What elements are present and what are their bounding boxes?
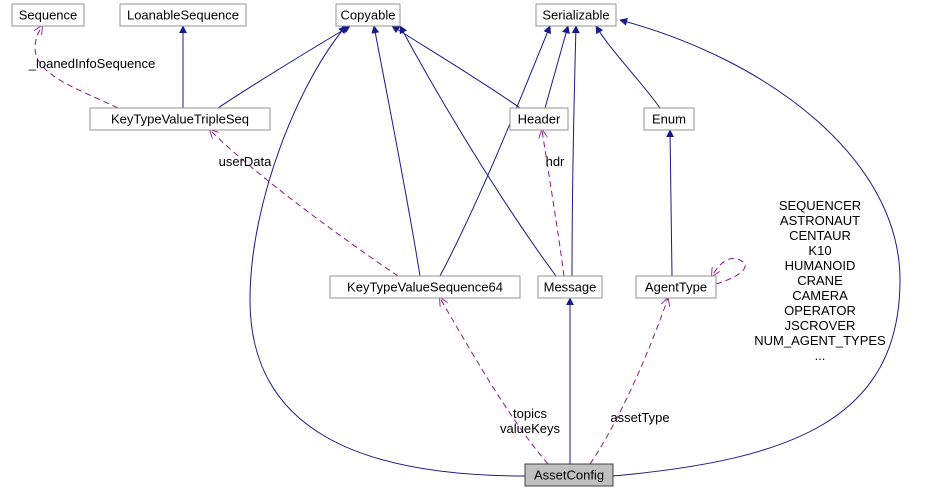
enum-value: ASTRONAUT — [780, 213, 860, 228]
edge-label-asset->ktv64: topics — [513, 406, 547, 421]
enum-value: CENTAUR — [789, 228, 851, 243]
enum-value: CAMERA — [792, 288, 848, 303]
node-Header: Header — [510, 108, 568, 130]
edge-label-msg->header: hdr — [546, 154, 565, 169]
enum-value: OPERATOR — [784, 303, 856, 318]
node-label-Copyable: Copyable — [341, 7, 396, 22]
edge-ktv64->serializable — [440, 26, 550, 276]
node-Enum: Enum — [644, 108, 694, 130]
node-Sequence: Sequence — [12, 4, 84, 26]
edge-asset->ktv64 — [440, 298, 548, 464]
node-label-Enum: Enum — [652, 111, 686, 126]
edge-ktv64->copyable — [374, 26, 420, 276]
enum-value: HUMANOID — [785, 258, 856, 273]
node-AgentType: AgentType — [636, 276, 716, 298]
edge-asset->copyable-long — [250, 26, 525, 476]
node-KeyTypeValueTripleSeq: KeyTypeValueTripleSeq — [90, 108, 270, 130]
node-label-Message: Message — [544, 279, 597, 294]
edge-agent-self — [712, 258, 745, 284]
edge-ktv64->ktv3 — [210, 130, 398, 276]
node-LoanableSequence: LoanableSequence — [120, 4, 246, 26]
enum-value: SEQUENCER — [779, 198, 861, 213]
node-KeyTypeValueSequence64: KeyTypeValueSequence64 — [330, 276, 520, 298]
enum-value: CRANE — [797, 273, 843, 288]
class-diagram: _loanedInfoSequence userData hdr topicsvalu… — [0, 0, 932, 504]
enum-value: K10 — [808, 243, 831, 258]
node-label-KeyTypeValueSequence64: KeyTypeValueSequence64 — [347, 279, 503, 294]
node-Message: Message — [538, 276, 602, 298]
edge-ktv3->copyable — [218, 26, 350, 108]
edge-msg->copyable — [400, 26, 556, 276]
edge-msg->header — [542, 130, 564, 276]
edge-asset->agent — [590, 298, 668, 464]
edge-label-asset->ktv64: valueKeys — [500, 421, 560, 436]
node-label-Sequence: Sequence — [19, 7, 78, 22]
edge-agent->enum — [670, 130, 672, 276]
node-label-Header: Header — [518, 111, 561, 126]
node-label-KeyTypeValueTripleSeq: KeyTypeValueTripleSeq — [111, 111, 249, 126]
node-label-LoanableSequence: LoanableSequence — [127, 7, 239, 22]
edge-enum->serializable — [596, 26, 660, 108]
node-label-AssetConfig: AssetConfig — [534, 467, 604, 482]
enum-value: ... — [815, 348, 826, 363]
edge-msg->serializable — [572, 26, 576, 276]
edge-label-ktv64->ktv3: userData — [219, 154, 273, 169]
edge-label-asset->agent: assetType — [610, 410, 669, 425]
edge-header->copyable — [392, 26, 520, 108]
node-label-AgentType: AgentType — [645, 279, 707, 294]
enum-value: NUM_AGENT_TYPES — [754, 333, 886, 348]
enum-values: SEQUENCERASTRONAUTCENTAURK10HUMANOIDCRAN… — [754, 198, 886, 363]
edge-label-ktv3->sequence: _loanedInfoSequence — [28, 56, 156, 71]
edge-asset->serializable-long — [613, 20, 900, 476]
node-Serializable: Serializable — [536, 4, 616, 26]
node-AssetConfig: AssetConfig — [525, 464, 613, 486]
node-label-Serializable: Serializable — [542, 7, 609, 22]
edge-header->serializable — [545, 26, 568, 108]
node-Copyable: Copyable — [336, 4, 400, 26]
enum-value: JSCROVER — [785, 318, 856, 333]
